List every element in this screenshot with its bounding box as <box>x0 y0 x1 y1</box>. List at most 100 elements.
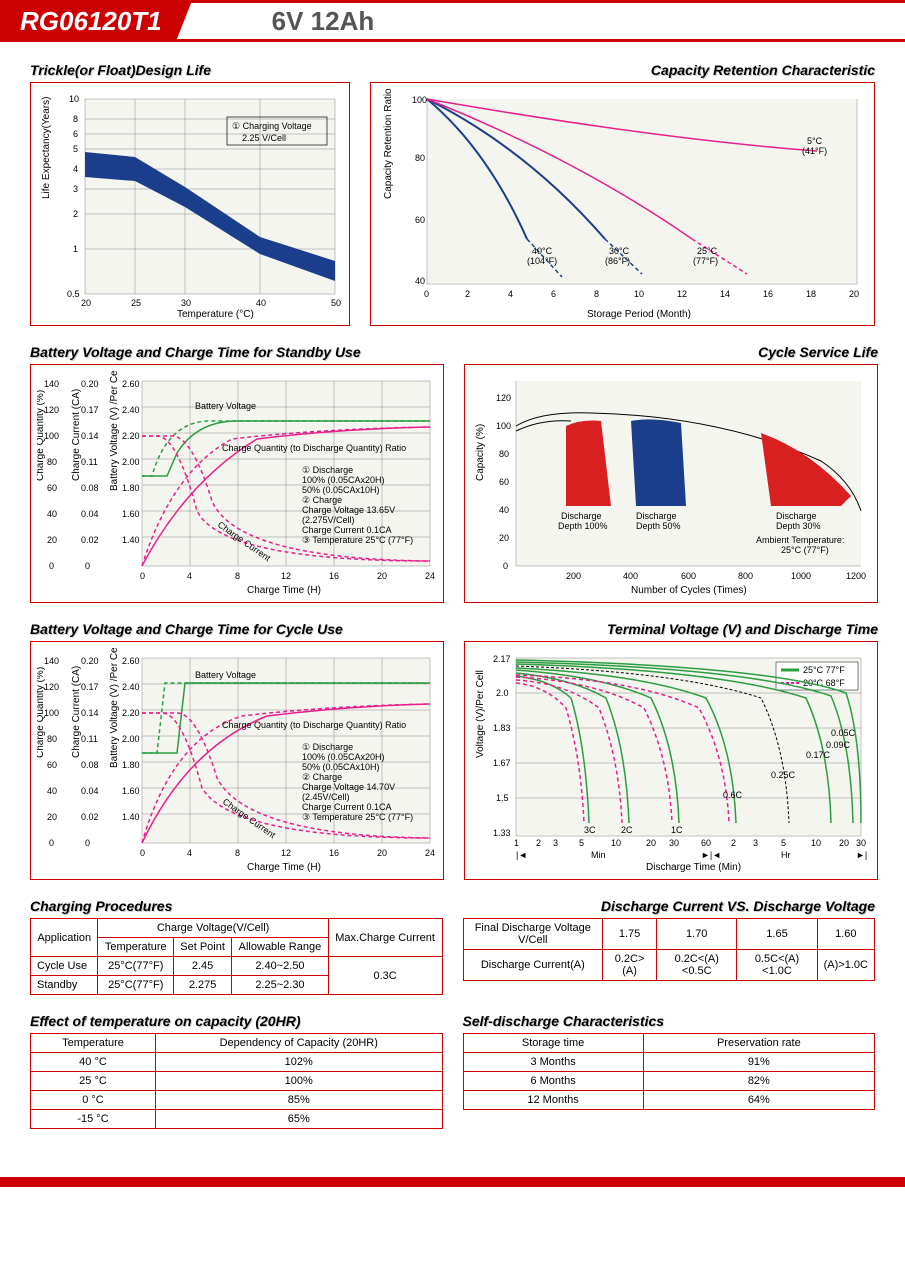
svg-text:2: 2 <box>73 209 78 219</box>
svg-text:600: 600 <box>681 571 696 581</box>
svg-text:0: 0 <box>424 289 429 299</box>
svg-text:Charge Quantity (to Discharge: Charge Quantity (to Discharge Quantity) … <box>222 443 406 453</box>
svg-text:50: 50 <box>331 298 341 308</box>
svg-text:1.40: 1.40 <box>122 535 140 545</box>
svg-text:(2.275V/Cell): (2.275V/Cell) <box>302 515 355 525</box>
svg-text:Charge Current 0.1CA: Charge Current 0.1CA <box>302 525 392 535</box>
svg-text:80: 80 <box>47 457 57 467</box>
svg-text:0.14: 0.14 <box>81 431 99 441</box>
svg-text:16: 16 <box>329 848 339 858</box>
svg-text:20: 20 <box>81 298 91 308</box>
svg-text:120: 120 <box>496 393 511 403</box>
svg-text:Depth 50%: Depth 50% <box>636 521 681 531</box>
svg-text:16: 16 <box>763 289 773 299</box>
spec-text: 6V 12Ah <box>272 6 375 37</box>
svg-text:2: 2 <box>731 838 736 848</box>
svg-text:Hr: Hr <box>781 850 791 860</box>
svg-text:0.20: 0.20 <box>81 656 99 666</box>
svg-text:40: 40 <box>415 276 425 286</box>
svg-text:30: 30 <box>669 838 679 848</box>
chart-cycleuse: Battery Voltage Charge Quantity (to Disc… <box>30 641 444 880</box>
svg-text:1.60: 1.60 <box>122 509 140 519</box>
svg-text:2.20: 2.20 <box>122 431 140 441</box>
svg-text:0.17: 0.17 <box>81 405 99 415</box>
svg-text:14: 14 <box>720 289 730 299</box>
svg-text:① Charging Voltage: ① Charging Voltage <box>232 121 312 131</box>
svg-text:Depth 30%: Depth 30% <box>776 521 821 531</box>
svg-text:Battery Voltage: Battery Voltage <box>195 670 256 680</box>
svg-text:Charge Voltage 14.70V: Charge Voltage 14.70V <box>302 782 395 792</box>
svg-text:1.83: 1.83 <box>493 723 511 733</box>
title-tempcap: Effect of temperature on capacity (20HR) <box>30 1013 443 1029</box>
svg-text:1.33: 1.33 <box>493 828 511 838</box>
svg-text:Temperature (°C): Temperature (°C) <box>177 309 254 319</box>
svg-text:③ Temperature 25°C (77°F): ③ Temperature 25°C (77°F) <box>302 535 413 545</box>
svg-text:20: 20 <box>839 838 849 848</box>
svg-text:25: 25 <box>131 298 141 308</box>
svg-text:140: 140 <box>44 656 59 666</box>
svg-text:60: 60 <box>701 838 711 848</box>
svg-text:Depth 100%: Depth 100% <box>558 521 608 531</box>
svg-text:20: 20 <box>499 533 509 543</box>
svg-text:Battery Voltage: Battery Voltage <box>195 401 256 411</box>
svg-text:Discharge: Discharge <box>636 511 677 521</box>
svg-text:0.04: 0.04 <box>81 509 99 519</box>
svg-text:Charge Current 0.1CA: Charge Current 0.1CA <box>302 802 392 812</box>
svg-text:400: 400 <box>623 571 638 581</box>
svg-text:100: 100 <box>44 708 59 718</box>
svg-text:100% (0.05CAx20H): 100% (0.05CAx20H) <box>302 752 385 762</box>
svg-text:① Discharge: ① Discharge <box>302 465 353 475</box>
svg-text:20: 20 <box>849 289 859 299</box>
table-selfdisch: Storage timePreservation rate 3 Months91… <box>463 1033 876 1110</box>
svg-text:5: 5 <box>781 838 786 848</box>
svg-text:0.5: 0.5 <box>67 289 80 299</box>
svg-text:2C: 2C <box>621 825 633 835</box>
svg-text:50% (0.05CAx10H): 50% (0.05CAx10H) <box>302 485 380 495</box>
svg-text:60: 60 <box>499 477 509 487</box>
svg-text:③ Temperature 25°C (77°F): ③ Temperature 25°C (77°F) <box>302 812 413 822</box>
svg-text:0: 0 <box>503 561 508 571</box>
svg-text:800: 800 <box>738 571 753 581</box>
svg-text:0: 0 <box>85 838 90 848</box>
svg-text:40°C: 40°C <box>532 246 553 256</box>
svg-text:120: 120 <box>44 405 59 415</box>
chart-terminal: 25°C 77°F 20°C 68°F 3C2C 1C0.6C 0.25C0.1… <box>464 641 878 880</box>
title-standby: Battery Voltage and Charge Time for Stan… <box>30 344 444 360</box>
svg-text:Discharge: Discharge <box>561 511 602 521</box>
svg-text:25°C (77°F): 25°C (77°F) <box>781 545 829 555</box>
svg-text:(2.45V/Cell): (2.45V/Cell) <box>302 792 350 802</box>
svg-text:1.80: 1.80 <box>122 760 140 770</box>
header-bar: RG06120T1 6V 12Ah <box>0 0 905 42</box>
svg-text:Discharge: Discharge <box>776 511 817 521</box>
svg-text:1200: 1200 <box>846 571 866 581</box>
table-charging: ApplicationCharge Voltage(V/Cell)Max.Cha… <box>30 918 443 995</box>
svg-text:2.00: 2.00 <box>122 457 140 467</box>
svg-text:200: 200 <box>566 571 581 581</box>
title-selfdisch: Self-discharge Characteristics <box>463 1013 876 1029</box>
svg-text:Charge Time (H): Charge Time (H) <box>247 585 321 596</box>
svg-text:100: 100 <box>412 95 427 105</box>
svg-text:8: 8 <box>73 114 78 124</box>
svg-text:4: 4 <box>508 289 513 299</box>
svg-text:20: 20 <box>646 838 656 848</box>
footer-bar <box>0 1177 905 1187</box>
svg-text:80: 80 <box>499 449 509 459</box>
svg-text:2.60: 2.60 <box>122 656 140 666</box>
svg-text:120: 120 <box>44 682 59 692</box>
svg-text:20: 20 <box>377 571 387 581</box>
chart-retention: 40°C(104°F) 30°C(86°F) 25°C(77°F) 5°C(41… <box>370 82 875 326</box>
svg-text:0.6C: 0.6C <box>723 790 743 800</box>
svg-text:1.67: 1.67 <box>493 758 511 768</box>
svg-text:3: 3 <box>553 838 558 848</box>
svg-text:1: 1 <box>73 244 78 254</box>
table-discharge: Final Discharge Voltage V/Cell1.751.701.… <box>463 918 876 981</box>
svg-text:(77°F): (77°F) <box>693 256 718 266</box>
svg-text:12: 12 <box>677 289 687 299</box>
svg-text:50% (0.05CAx10H): 50% (0.05CAx10H) <box>302 762 380 772</box>
svg-text:12: 12 <box>281 848 291 858</box>
title-retention: Capacity Retention Characteristic <box>370 62 875 78</box>
svg-text:80: 80 <box>415 153 425 163</box>
svg-text:4: 4 <box>187 571 192 581</box>
svg-text:12: 12 <box>281 571 291 581</box>
svg-text:1C: 1C <box>671 825 683 835</box>
